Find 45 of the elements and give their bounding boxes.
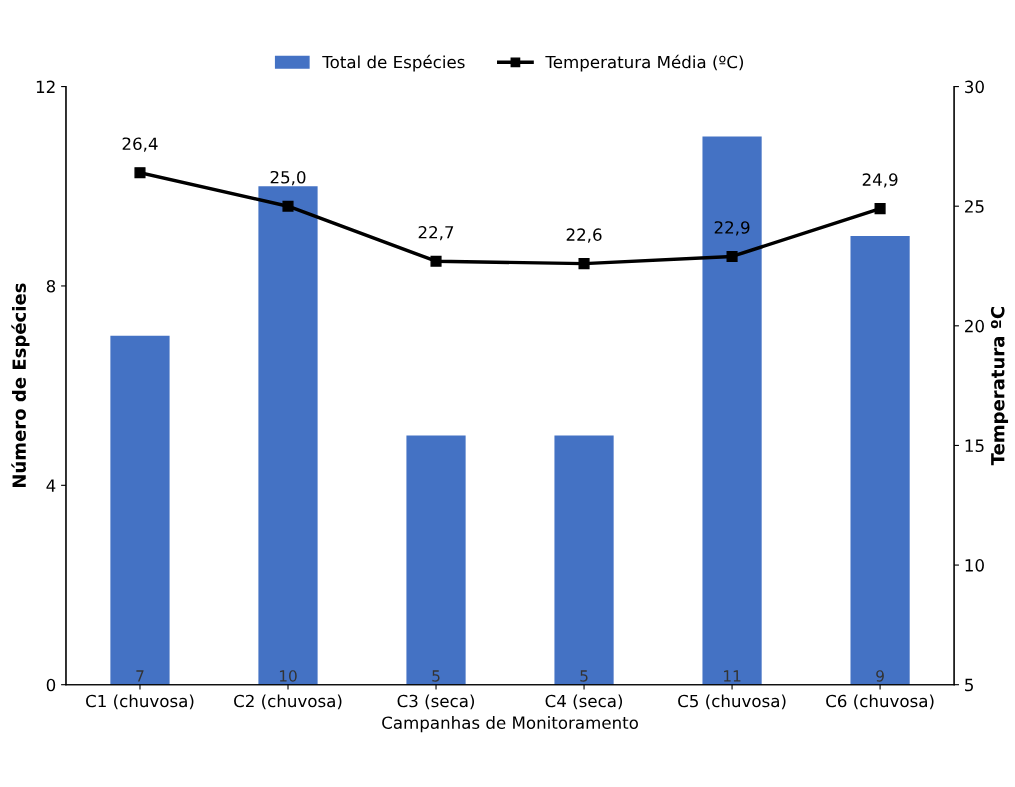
data-label: 22,7 [418, 225, 454, 241]
data-label: 5 [580, 670, 588, 682]
y2-tick-label: 25 [965, 200, 984, 213]
data-label: 9 [876, 670, 884, 682]
data-label: 7 [136, 670, 144, 682]
data-label: 11 [724, 670, 741, 682]
x-tick-label: C2 (chuvosa) [234, 694, 342, 710]
x-tick-label: C5 (chuvosa) [678, 694, 786, 710]
y2-tick-label: 20 [965, 319, 984, 333]
point [430, 255, 442, 267]
legend-label: Temperatura Média (ºC) [545, 54, 744, 72]
point [578, 258, 590, 270]
data-label: 24,9 [862, 173, 898, 188]
bar [406, 435, 466, 685]
y-axis-title: Número de Espécies [11, 283, 30, 488]
data-label: 22,6 [566, 228, 602, 243]
y-tick-label: 0 [46, 678, 56, 692]
data-label: 25,0 [270, 170, 306, 186]
point [874, 203, 886, 215]
bar [110, 335, 170, 685]
data-label: 26,4 [122, 137, 158, 152]
x-tick-label: C6 (chuvosa) [826, 694, 934, 710]
x-tick-label: C3 (seca) [397, 694, 475, 710]
y2-tick-label: 5 [965, 678, 973, 692]
bar [702, 136, 762, 685]
data-label: 22,9 [714, 221, 750, 236]
point [282, 200, 294, 212]
y-tick-label: 12 [36, 80, 55, 93]
y-tick-label: 4 [46, 479, 56, 492]
x-axis-title: Campanhas de Monitoramento [382, 716, 638, 733]
data-label: 5 [432, 670, 440, 682]
y2-axis-title: Temperatura ºC [990, 307, 1009, 466]
bar [850, 236, 910, 685]
x-tick-label: C4 (seca) [545, 694, 623, 710]
bar [258, 186, 318, 685]
point [134, 167, 146, 179]
x-tick-label: C1 (chuvosa) [86, 694, 194, 710]
y-tick-label: 8 [46, 279, 56, 293]
legend-label: Total de Espécies [322, 54, 465, 72]
bar [554, 435, 614, 685]
y2-tick-label: 10 [965, 559, 984, 572]
y2-tick-label: 30 [965, 80, 984, 94]
y2-tick-label: 15 [965, 439, 984, 453]
data-label: 10 [279, 670, 297, 682]
point [726, 250, 738, 262]
